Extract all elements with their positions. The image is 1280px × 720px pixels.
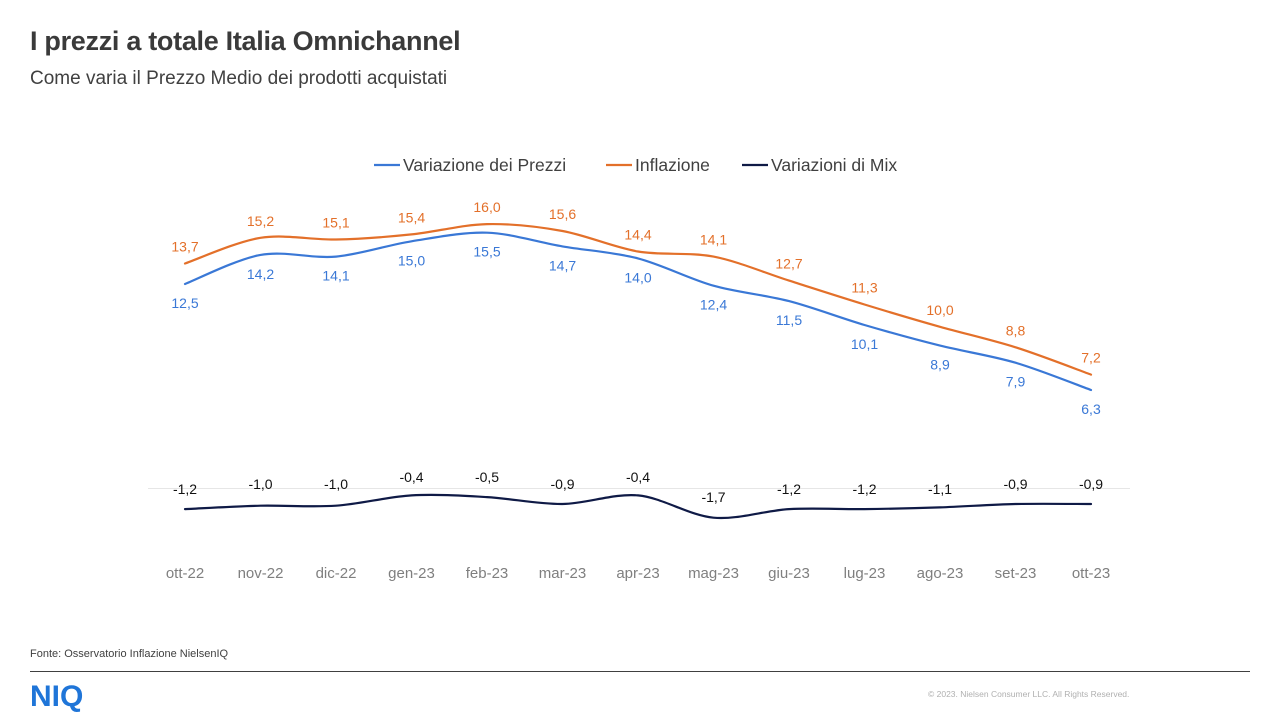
data-label-2-12: -0,9 bbox=[1079, 476, 1103, 492]
page-subtitle: Come varia il Prezzo Medio dei prodotti … bbox=[30, 68, 448, 89]
data-label-0-6: 14,0 bbox=[624, 269, 651, 285]
data-label-0-7: 12,4 bbox=[700, 297, 727, 313]
x-tick-label: ago-23 bbox=[917, 565, 964, 582]
copyright-text: © 2023. Nielsen Consumer LLC. All Rights… bbox=[928, 689, 1130, 699]
data-label-0-10: 8,9 bbox=[930, 357, 950, 373]
data-label-0-12: 6,3 bbox=[1081, 401, 1101, 417]
data-label-0-4: 15,5 bbox=[473, 244, 500, 260]
x-tick-label: ott-22 bbox=[166, 565, 204, 582]
data-label-2-6: -0,4 bbox=[626, 469, 650, 485]
data-label-2-3: -0,4 bbox=[399, 469, 423, 485]
data-label-1-7: 14,1 bbox=[700, 232, 727, 248]
x-tick-label: set-23 bbox=[995, 565, 1037, 582]
data-label-1-6: 14,4 bbox=[624, 227, 651, 243]
legend-label-1: Inflazione bbox=[635, 155, 710, 175]
x-tick-label: lug-23 bbox=[844, 565, 886, 582]
data-label-2-4: -0,5 bbox=[475, 469, 499, 485]
data-label-0-0: 12,5 bbox=[171, 295, 198, 311]
data-label-2-10: -1,1 bbox=[928, 481, 952, 497]
data-label-0-2: 14,1 bbox=[322, 268, 349, 284]
legend-label-2: Variazioni di Mix bbox=[771, 155, 897, 175]
data-label-2-2: -1,0 bbox=[324, 476, 348, 492]
data-label-1-5: 15,6 bbox=[549, 206, 576, 222]
page-title: I prezzi a totale Italia Omnichannel bbox=[30, 26, 461, 56]
x-tick-label: giu-23 bbox=[768, 565, 810, 582]
data-label-1-4: 16,0 bbox=[473, 199, 500, 215]
series-line-0 bbox=[183, 231, 1093, 392]
x-tick-label: feb-23 bbox=[466, 565, 509, 582]
x-tick-label: gen-23 bbox=[388, 565, 435, 582]
source-note: Fonte: Osservatorio Inflazione NielsenIQ bbox=[30, 648, 229, 660]
x-tick-label: nov-22 bbox=[238, 565, 284, 582]
data-label-1-9: 11,3 bbox=[851, 280, 877, 296]
data-label-2-0: -1,2 bbox=[173, 481, 197, 497]
data-label-0-9: 10,1 bbox=[851, 336, 878, 352]
data-label-1-10: 10,0 bbox=[926, 302, 953, 318]
data-label-2-1: -1,0 bbox=[248, 476, 272, 492]
chart-legend: Variazione dei Prezzi Inflazione Variazion… bbox=[374, 155, 897, 175]
data-label-0-5: 14,7 bbox=[549, 257, 576, 273]
x-tick-label: apr-23 bbox=[616, 565, 659, 582]
line-chart: Variazione dei Prezzi Inflazione Variazion… bbox=[148, 155, 1130, 582]
x-tick-label: ott-23 bbox=[1072, 565, 1110, 582]
legend-label-0: Variazione dei Prezzi bbox=[403, 155, 566, 175]
x-tick-label: mar-23 bbox=[539, 565, 587, 582]
data-label-0-11: 7,9 bbox=[1006, 374, 1026, 390]
series-lines bbox=[183, 222, 1093, 520]
data-labels: 12,5 14,2 14,1 15,0 15,5 14,7 14,0 12,4 11,5 10,1… bbox=[171, 199, 1103, 505]
data-label-0-8: 11,5 bbox=[776, 312, 802, 328]
data-label-1-0: 13,7 bbox=[171, 239, 198, 255]
x-axis-tick-labels: ott-22 nov-22 dic-22 gen-23 feb-23 mar-23 apr-… bbox=[166, 565, 1110, 582]
x-tick-label: mag-23 bbox=[688, 565, 739, 582]
data-label-2-7: -1,7 bbox=[701, 489, 725, 505]
data-label-1-2: 15,1 bbox=[322, 215, 349, 231]
data-label-1-3: 15,4 bbox=[398, 209, 425, 225]
niq-logo: NIQ bbox=[30, 680, 84, 713]
series-line-1 bbox=[183, 222, 1093, 376]
data-label-1-11: 8,8 bbox=[1006, 322, 1026, 338]
x-tick-label: dic-22 bbox=[316, 565, 357, 582]
data-label-0-1: 14,2 bbox=[247, 266, 274, 282]
data-label-1-12: 7,2 bbox=[1081, 350, 1101, 366]
data-label-1-1: 15,2 bbox=[247, 213, 274, 229]
data-label-0-3: 15,0 bbox=[398, 252, 425, 268]
data-label-2-9: -1,2 bbox=[852, 481, 876, 497]
data-label-1-8: 12,7 bbox=[775, 256, 802, 272]
data-label-2-5: -0,9 bbox=[550, 476, 574, 492]
footer-divider bbox=[30, 671, 1250, 672]
data-label-2-8: -1,2 bbox=[777, 481, 801, 497]
data-label-2-11: -0,9 bbox=[1003, 476, 1027, 492]
series-line-2 bbox=[183, 493, 1093, 520]
